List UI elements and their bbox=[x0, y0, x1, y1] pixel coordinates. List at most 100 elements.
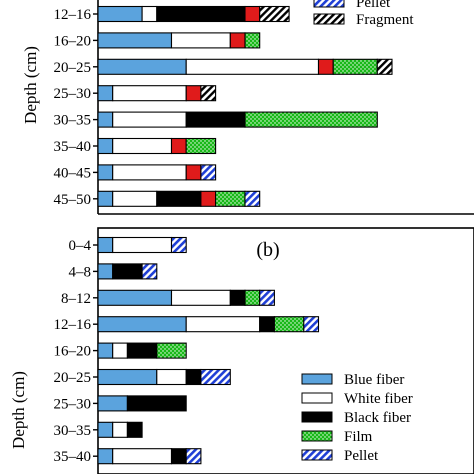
bar-segment-blue-fiber bbox=[97, 263, 114, 280]
legend-label-pellet: Pellet bbox=[344, 448, 379, 464]
panel-a-ytick-label: 40–45 bbox=[54, 165, 92, 181]
bar-segment-blue-fiber bbox=[97, 342, 114, 359]
panel-b-ytick-label: 30–35 bbox=[54, 423, 92, 439]
bar-segment-blue-fiber bbox=[97, 190, 114, 207]
bar-segment-pellet bbox=[303, 316, 320, 333]
bar-segment-white-fiber bbox=[112, 236, 173, 254]
bar-segment-white-fiber bbox=[156, 368, 187, 386]
bar-segment-red bbox=[185, 164, 202, 181]
legend-label-fragment: Fragment bbox=[356, 12, 414, 28]
panel-b-ytick-label: 25–30 bbox=[54, 396, 92, 412]
panel-a-ytick-label: 35–40 bbox=[54, 139, 92, 155]
bar-segment-film bbox=[215, 190, 246, 207]
bar-segment-white-fiber bbox=[170, 32, 231, 49]
bar-segment-blue-fiber bbox=[97, 32, 173, 49]
bar-segment-black-fiber bbox=[156, 190, 202, 207]
panel-b-ytick-label: 8–12 bbox=[61, 291, 91, 307]
bar-segment-white-fiber bbox=[112, 137, 173, 155]
bar-segment-fragment bbox=[259, 5, 290, 23]
bar-segment-black-fiber bbox=[259, 316, 275, 333]
legend-swatch-fragment bbox=[313, 13, 345, 25]
bar-segment-red bbox=[229, 32, 246, 49]
bar-segment-film bbox=[156, 342, 187, 359]
bar-segment-white-fiber bbox=[112, 421, 128, 438]
bar-segment-red bbox=[317, 58, 334, 75]
legend-label-white-fiber: White fiber bbox=[344, 391, 413, 407]
bar-segment-white-fiber bbox=[141, 5, 158, 23]
panel-b-ytick-label: 12–16 bbox=[54, 317, 92, 333]
legend-swatch-pellet bbox=[313, 0, 345, 8]
panel-a-bars: 12–16 16–20 20–25 25–30 30–35 35–40 40–45 45–50 bbox=[54, 5, 393, 208]
bar-segment-pellet bbox=[185, 448, 202, 465]
panel-a: Depth (cm) 12–16 16–20 20–25 25–30 30–35 35–4… bbox=[21, 0, 474, 215]
bar-segment-pellet bbox=[200, 164, 217, 181]
bar-segment-blue-fiber bbox=[97, 368, 158, 386]
bar-segment-pellet bbox=[141, 263, 158, 280]
legend-label-film: Film bbox=[344, 429, 373, 445]
panel-a-ytick-label: 45–50 bbox=[54, 192, 92, 208]
legend-label-pellet: Pellet bbox=[356, 0, 391, 11]
panel-b-ytick-label: 4–8 bbox=[69, 264, 92, 280]
bar-segment-black-fiber bbox=[229, 289, 246, 306]
panel-b-ytick-label: 35–40 bbox=[54, 449, 92, 465]
bar-segment-white-fiber bbox=[112, 342, 128, 359]
legend-swatch-film bbox=[301, 430, 333, 442]
bar-segment-blue-fiber bbox=[97, 5, 143, 23]
bar-segment-red bbox=[185, 85, 202, 102]
panel-a-ytick-label: 20–25 bbox=[54, 60, 92, 76]
bar-segment-pellet bbox=[244, 190, 261, 207]
bar-segment-white-fiber bbox=[112, 190, 158, 207]
bar-segment-white-fiber bbox=[112, 111, 187, 128]
bar-segment-blue-fiber bbox=[97, 395, 128, 412]
bar-segment-black-fiber bbox=[156, 5, 246, 23]
bar-segment-red bbox=[170, 137, 187, 155]
bar-segment-white-fiber bbox=[185, 316, 261, 333]
bar-segment-film bbox=[185, 137, 217, 155]
bar-segment-film bbox=[273, 316, 305, 333]
panel-a-ytick-label: 16–20 bbox=[54, 33, 92, 49]
bar-segment-red bbox=[200, 190, 217, 207]
bar-segment-pellet bbox=[170, 236, 187, 254]
bar-segment-black-fiber bbox=[185, 368, 202, 386]
bar-segment-black-fiber bbox=[126, 342, 158, 359]
bar-segment-white-fiber bbox=[112, 448, 173, 465]
bar-segment-white-fiber bbox=[185, 58, 320, 75]
panel-b-ylabel: Depth (cm) bbox=[9, 371, 28, 449]
legend-label-black-fiber: Black fiber bbox=[344, 410, 411, 426]
bar-segment-pellet bbox=[259, 289, 275, 306]
panel-a-ytick-label: 12–16 bbox=[54, 7, 92, 23]
bar-segment-blue-fiber bbox=[97, 164, 114, 181]
bar-segment-black-fiber bbox=[170, 448, 187, 465]
panel-a-ylabel: Depth (cm) bbox=[21, 46, 40, 124]
panel-b-ytick-label: 20–25 bbox=[54, 370, 92, 386]
panel-b-ytick-label: 16–20 bbox=[54, 344, 92, 360]
panel-a-ytick-label: 30–35 bbox=[54, 113, 92, 129]
bar-segment-fragment bbox=[376, 58, 393, 75]
bar-segment-blue-fiber bbox=[97, 236, 114, 254]
bar-segment-white-fiber bbox=[112, 85, 187, 102]
bar-segment-film bbox=[244, 289, 261, 306]
bar-segment-blue-fiber bbox=[97, 448, 114, 465]
bar-segment-film bbox=[332, 58, 378, 75]
legend-swatch-pellet bbox=[301, 449, 333, 461]
panel-b-bars: 0–4 4–8 8–12 12–16 16–20 20–25 25–30 30–35 35–40 bbox=[54, 236, 320, 465]
bar-segment-white-fiber bbox=[112, 164, 187, 181]
bar-segment-blue-fiber bbox=[97, 421, 114, 438]
bar-segment-blue-fiber bbox=[97, 111, 114, 128]
legend-swatch-white-fiber bbox=[301, 392, 333, 404]
panel-b-ytick-label: 0–4 bbox=[69, 238, 92, 254]
bar-segment-blue-fiber bbox=[97, 137, 114, 155]
panel-b-label: (b) bbox=[256, 239, 279, 261]
bar-segment-pellet bbox=[200, 368, 231, 386]
bar-segment-white-fiber bbox=[170, 289, 231, 306]
legend-swatch-black-fiber bbox=[301, 411, 333, 423]
legend-label-blue-fiber: Blue fiber bbox=[344, 372, 404, 388]
bar-segment-blue-fiber bbox=[97, 316, 187, 333]
bar-segment-black-fiber bbox=[185, 111, 246, 128]
bar-segment-fragment bbox=[200, 85, 217, 102]
panel-b-legend: Blue fiber White fiber Black fiber Film Pell… bbox=[301, 372, 413, 464]
bar-segment-red bbox=[244, 5, 261, 23]
bar-segment-film bbox=[244, 32, 261, 49]
panel-b: (b) Depth (cm) 0–4 4–8 8–12 12–16 16–20 20–25… bbox=[9, 227, 474, 474]
